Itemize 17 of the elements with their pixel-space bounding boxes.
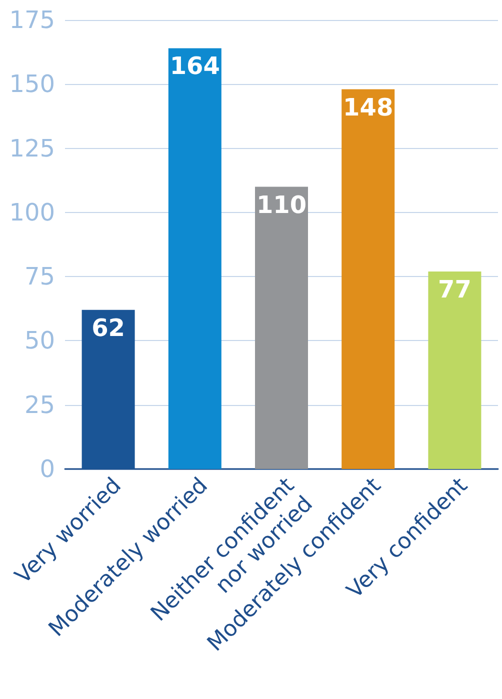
y-tick-label: 150 xyxy=(9,70,55,98)
y-tick-label: 0 xyxy=(40,455,55,483)
y-tick-label: 175 xyxy=(9,6,55,34)
bar xyxy=(255,186,308,469)
y-tick-label: 75 xyxy=(24,262,55,291)
y-tick-label: 100 xyxy=(9,198,55,226)
bar xyxy=(428,271,482,469)
bar xyxy=(342,89,395,469)
y-tick-label: 125 xyxy=(9,134,55,162)
data-label: 148 xyxy=(343,93,394,122)
data-label: 164 xyxy=(170,52,220,80)
y-tick-label: 50 xyxy=(24,326,55,355)
y-tick-label: 25 xyxy=(24,390,55,419)
data-label: 110 xyxy=(256,190,307,219)
data-label: 77 xyxy=(438,275,472,304)
data-label: 62 xyxy=(92,314,126,342)
bar xyxy=(168,48,222,469)
